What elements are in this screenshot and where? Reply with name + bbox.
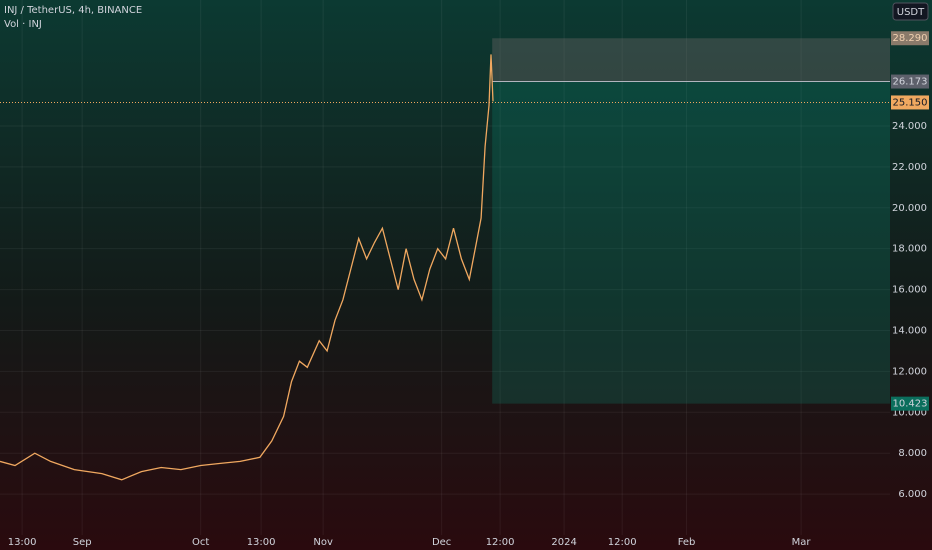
- y-tick-label: 14.000: [892, 325, 927, 336]
- price-tag: [891, 74, 929, 89]
- chart-title: INJ / TetherUS, 4h, BINANCE: [4, 5, 142, 16]
- plot: [0, 38, 890, 481]
- price-tag: [891, 95, 929, 110]
- y-tick-label: 8.000: [898, 448, 927, 459]
- y-tick-label: 16.000: [892, 285, 927, 296]
- x-tick-label: 13:00: [8, 537, 37, 548]
- price-tag-label: 25.150: [893, 97, 928, 108]
- price-tag-label: 10.423: [893, 399, 928, 410]
- y-tick-label: 12.000: [892, 366, 927, 377]
- x-tick-label: Mar: [792, 537, 812, 548]
- x-tick-label: 12:00: [486, 537, 515, 548]
- price-tag: [891, 31, 929, 46]
- y-tick-label: 18.000: [892, 244, 927, 255]
- x-tick-label: Sep: [73, 537, 92, 548]
- y-tick-label: 22.000: [892, 162, 927, 173]
- y-tick-label: 24.000: [892, 121, 927, 132]
- x-tick-label: Nov: [313, 537, 333, 548]
- volume-label: Vol · INJ: [4, 19, 42, 30]
- y-tick-label: 6.000: [898, 489, 927, 500]
- stop-zone: [492, 38, 890, 82]
- price-tag-label: 26.173: [893, 77, 928, 88]
- price-line: [0, 54, 494, 481]
- price-tag-label: 28.290: [893, 33, 928, 44]
- y-tick-label: 20.000: [892, 203, 927, 214]
- x-tick-label: 13:00: [247, 537, 276, 548]
- target-zone: [492, 81, 890, 404]
- x-tick-label: Dec: [432, 537, 451, 548]
- x-tick-label: 2024: [551, 537, 576, 548]
- x-tick-label: Oct: [192, 537, 209, 548]
- x-tick-label: 12:00: [608, 537, 637, 548]
- currency[interactable]: USDT: [897, 7, 925, 18]
- currency-button[interactable]: [892, 2, 929, 21]
- price-tag: [891, 396, 929, 411]
- x-tick-label: Feb: [678, 537, 696, 548]
- grid: [0, 0, 890, 535]
- y-tick-label: 10.000: [892, 407, 927, 418]
